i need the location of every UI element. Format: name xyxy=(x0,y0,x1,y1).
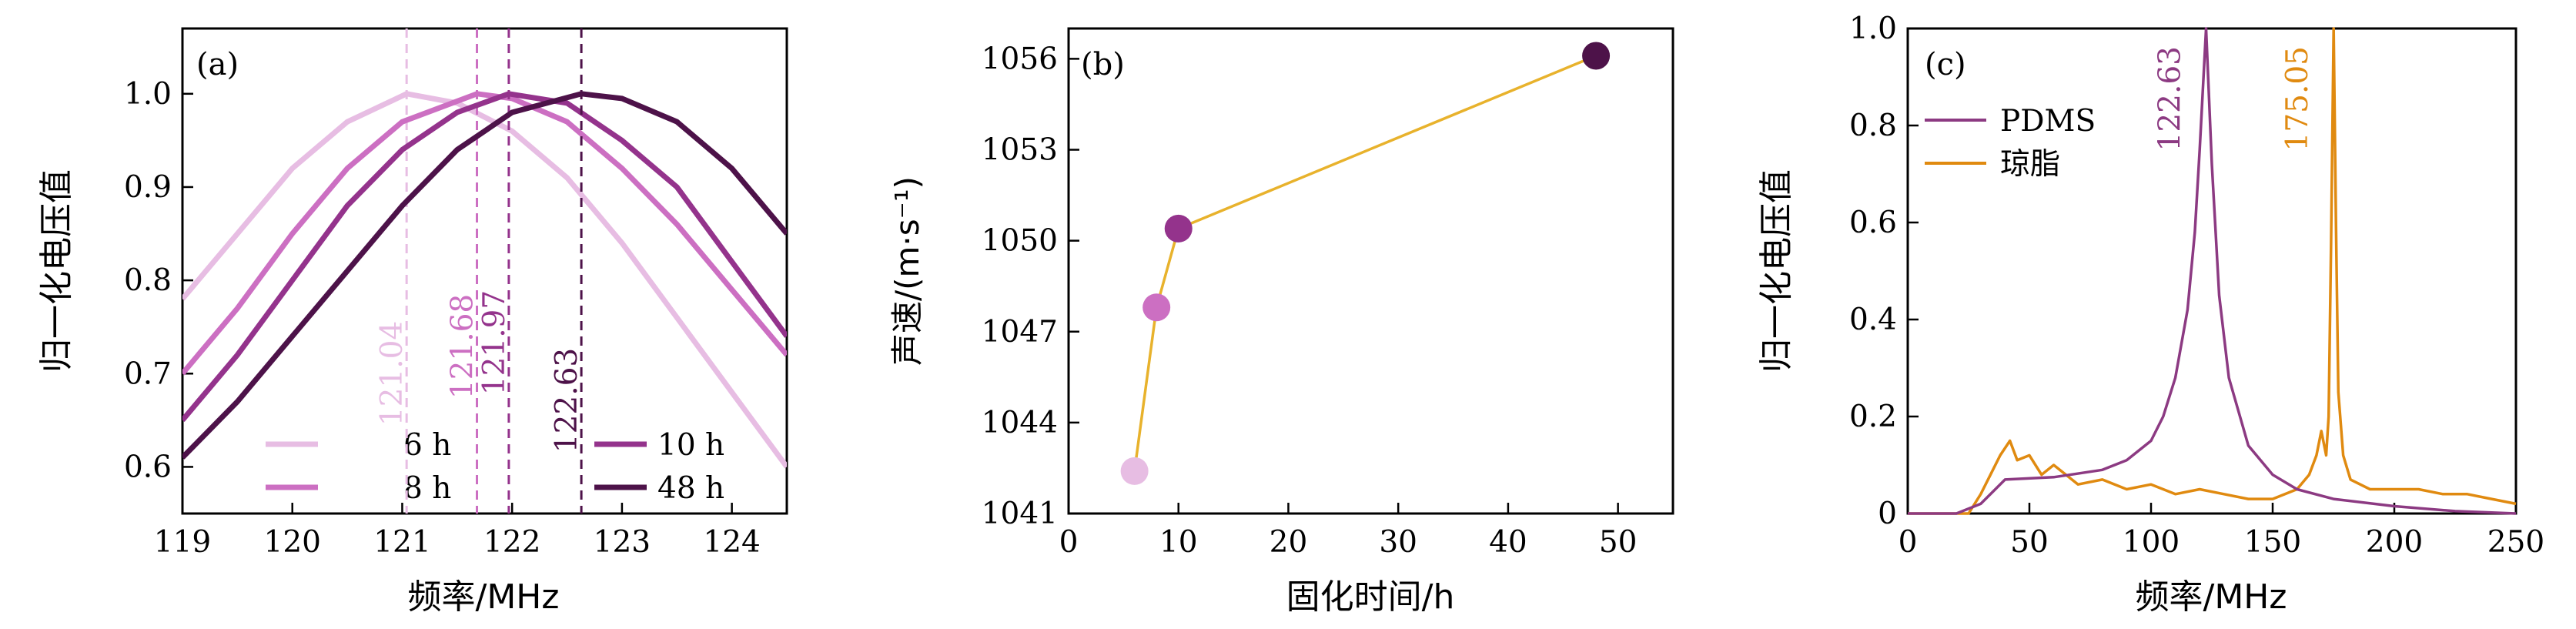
panel-a-xtick-label: 121 xyxy=(373,525,430,560)
series-b-line xyxy=(1132,54,1597,472)
series-a-line-2 xyxy=(182,91,787,423)
panel-c-xtick-label: 200 xyxy=(2366,525,2423,560)
peak-c-label-0: 122.63 xyxy=(2153,46,2188,151)
panel-b-ytick-label: 1056 xyxy=(982,42,1058,76)
panel-c-ytick-label: 0.6 xyxy=(1849,206,1897,240)
series-b-point-3 xyxy=(1582,42,1611,70)
panel-b-xlabel: 固化时间/h xyxy=(1286,577,1455,617)
panel-a-xtick-label: 119 xyxy=(154,525,211,560)
panel-c-xtick-label: 100 xyxy=(2123,525,2180,560)
panel-b-xtick-label: 40 xyxy=(1489,525,1527,560)
panel-a-ylabel: 归一化电压值 xyxy=(37,169,76,373)
panel-a-plot xyxy=(182,28,787,514)
panel-b-ylabel: 声速/(m·s⁻¹) xyxy=(888,176,926,366)
panel-b-ytick-label: 1053 xyxy=(982,133,1058,168)
panel-a-ytick-label: 0.7 xyxy=(124,356,172,391)
peak-a-label-2: 121.97 xyxy=(477,290,512,395)
panel-b: (b) 固化时间/h 声速/(m·s⁻¹) 0 10 20 30 40 50 1041 104… xyxy=(888,27,1674,617)
panel-a-ytick-label: 0.6 xyxy=(124,450,172,484)
panel-c-xtick-label: 150 xyxy=(2244,525,2301,560)
legend-a-label-6h: 6 h xyxy=(403,428,451,463)
legend-a-label-48h: 48 h xyxy=(657,471,724,506)
panel-b-xtick-label: 20 xyxy=(1270,525,1308,560)
panel-b-label: (b) xyxy=(1081,47,1125,82)
panel-a-xtick-label: 122 xyxy=(483,525,540,560)
panel-a: (a) 频率/MHz 归一化电压值 6 h 8 h 10 h 48 h 119 1… xyxy=(37,27,788,617)
series-b-point-2 xyxy=(1164,214,1193,243)
peak-a-label-3: 122.63 xyxy=(550,348,584,453)
panel-b-xtick-label: 30 xyxy=(1379,525,1417,560)
panel-c-xtick-label: 0 xyxy=(1899,525,1918,560)
panel-b-ytick-label: 1047 xyxy=(982,315,1058,350)
series-a-line-0 xyxy=(182,91,787,469)
peak-a-label-0: 121.04 xyxy=(375,321,410,426)
panel-c-ylabel: 归一化电压值 xyxy=(1757,169,1796,373)
panel-c-ytick-label: 0.2 xyxy=(1849,400,1897,434)
panel-c-ytick-label: 0 xyxy=(1878,497,1897,531)
panel-b-ytick-label: 1041 xyxy=(982,497,1058,531)
panel-a-xtick-label: 120 xyxy=(264,525,321,560)
legend-a-label-8h: 8 h xyxy=(403,471,451,506)
panel-c-label: (c) xyxy=(1925,47,1966,82)
panel-b-ytick-label: 1050 xyxy=(982,224,1058,259)
panel-c-frame xyxy=(1906,27,2517,515)
legend-a-label-10h: 10 h xyxy=(657,428,724,463)
series-c-line-1 xyxy=(1908,27,2517,515)
legend-c-label-pdms: PDMS xyxy=(2000,104,2096,139)
panel-a-xtick-label: 124 xyxy=(703,525,760,560)
panel-a-xtick-label: 123 xyxy=(594,525,651,560)
series-b-point-0 xyxy=(1120,457,1149,485)
panel-a-label: (a) xyxy=(196,47,239,82)
panel-a-ytick-label: 0.9 xyxy=(124,170,172,205)
legend-c-label-agar: 琼脂 xyxy=(2000,147,2060,182)
panel-c-xlabel: 频率/MHz xyxy=(2136,577,2287,617)
series-b-point-1 xyxy=(1142,293,1171,322)
series-a-line-3 xyxy=(182,91,787,460)
panel-c: (c) 频率/MHz 归一化电压值 PDMS 琼脂 0 50 100 150 200 25… xyxy=(1757,12,2544,617)
series-c-line-0 xyxy=(1908,27,2517,515)
panel-a-ytick-label: 1.0 xyxy=(124,77,172,112)
panel-b-xtick-label: 10 xyxy=(1159,525,1198,560)
panel-c-ytick-label: 0.8 xyxy=(1849,109,1897,143)
panel-a-frame xyxy=(181,27,788,515)
peak-c-label-1: 175.05 xyxy=(2280,46,2315,151)
panel-b-xtick-label: 0 xyxy=(1059,525,1079,560)
peak-a-label-1: 121.68 xyxy=(446,294,480,399)
panel-a-xlabel: 频率/MHz xyxy=(408,577,560,617)
panel-c-xtick-label: 50 xyxy=(2010,525,2049,560)
panel-c-ytick-label: 0.4 xyxy=(1849,303,1897,337)
panel-b-ytick-label: 1044 xyxy=(982,406,1058,440)
panel-b-xtick-label: 50 xyxy=(1599,525,1638,560)
panel-a-ytick-label: 0.8 xyxy=(124,263,172,298)
panel-b-frame xyxy=(1067,27,1674,515)
panel-c-xtick-label: 250 xyxy=(2487,525,2544,560)
panel-c-ytick-label: 1.0 xyxy=(1849,12,1897,46)
